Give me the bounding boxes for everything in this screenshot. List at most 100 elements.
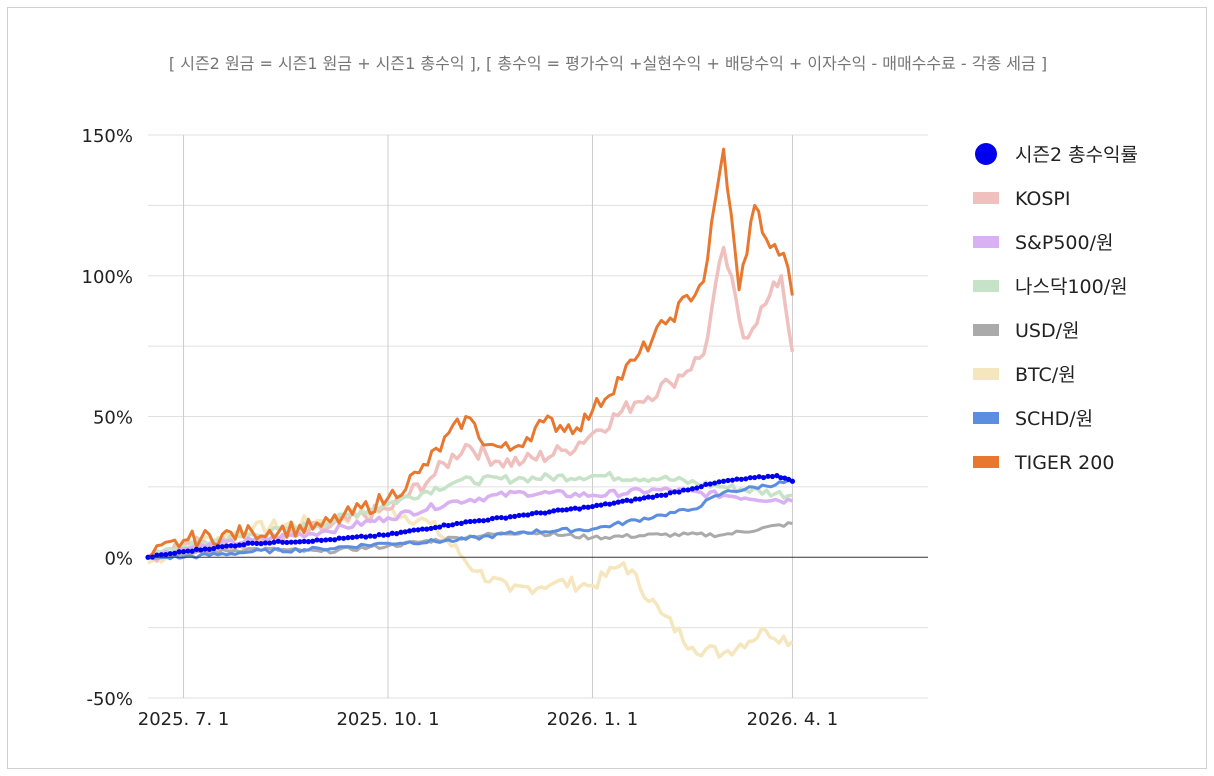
series-point-season2 [202, 546, 208, 552]
series-point-season2 [598, 502, 604, 508]
series-point-season2 [752, 474, 758, 481]
series-point-season2 [445, 522, 451, 529]
y-tick-label: 0% [104, 548, 133, 569]
series-point-season2 [738, 476, 744, 482]
series-point-season2 [654, 493, 660, 499]
series-point-season2 [485, 517, 491, 523]
series-point-season2 [163, 551, 169, 558]
series-point-season2 [332, 537, 338, 543]
series-point-season2 [428, 525, 434, 531]
series-point-season2 [576, 506, 583, 512]
legend-marker [973, 192, 999, 204]
series-point-season2 [180, 549, 187, 555]
series-point-season2 [645, 494, 652, 500]
series-point-season2 [249, 540, 256, 546]
series-point-season2 [658, 492, 664, 498]
series-point-season2 [327, 536, 333, 543]
x-tick-label: 2025. 10. 1 [336, 709, 439, 730]
series-point-season2 [372, 533, 378, 539]
series-point-season2 [275, 538, 281, 544]
legend-label: 시즌2 총수익률 [1015, 144, 1138, 166]
series-point-season2 [449, 522, 456, 528]
series-point-season2 [349, 534, 356, 540]
series-point-season2 [211, 545, 217, 552]
series-point-season2 [615, 499, 621, 505]
series-point-season2 [398, 529, 404, 535]
series-point-season2 [254, 540, 260, 546]
series-point-season2 [685, 487, 691, 493]
series-point-season2 [193, 546, 200, 552]
series-point-season2 [310, 538, 316, 544]
x-tick-label: 2025. 7. 1 [138, 709, 230, 730]
series-point-season2 [318, 537, 324, 543]
series-line-btc [147, 504, 794, 659]
series-point-season2 [546, 509, 552, 515]
series-point-season2 [358, 533, 364, 539]
series-point-season2 [594, 502, 600, 508]
series-point-season2 [415, 527, 421, 533]
legend-label: BTC/원 [1015, 364, 1076, 386]
series-point-season2 [354, 534, 360, 540]
series-point-season2 [432, 524, 438, 531]
chart-title: [ 시즌2 원금 = 시즌1 원금 + 시즌1 총수익 ], [ 총수익 = 평… [168, 54, 1048, 73]
series-point-season2 [533, 510, 540, 516]
series-point-season2 [568, 506, 574, 512]
y-tick-label: -50% [86, 689, 133, 710]
series-point-season2 [720, 478, 727, 484]
series-point-season2 [198, 547, 204, 553]
series-point-season2 [619, 498, 626, 504]
series-point-season2 [340, 535, 347, 541]
series-point-season2 [551, 508, 557, 514]
series-point-season2 [176, 549, 182, 555]
series-point-season2 [778, 475, 784, 481]
series-point-season2 [215, 544, 221, 550]
series-point-season2 [385, 532, 391, 538]
series-point-season2 [650, 494, 656, 500]
series-point-season2 [467, 518, 473, 525]
legend-label: 나스닥100/원 [1015, 276, 1128, 298]
series-point-season2 [458, 520, 464, 527]
series-point-season2 [729, 477, 736, 483]
series-point-season2 [602, 501, 608, 507]
series-point-season2 [292, 539, 299, 545]
series-point-season2 [380, 532, 387, 538]
series-point-season2 [363, 534, 369, 540]
series-point-season2 [258, 541, 264, 547]
series-point-season2 [585, 504, 591, 510]
series-point-season2 [323, 537, 329, 543]
series-point-season2 [394, 531, 400, 537]
series-point-season2 [628, 498, 634, 504]
series-point-season2 [345, 535, 351, 541]
y-tick-label: 100% [82, 267, 133, 288]
series-point-season2 [419, 526, 426, 532]
series-point-season2 [279, 539, 286, 545]
series-point-season2 [703, 481, 709, 488]
legend-marker [973, 412, 999, 424]
legend-marker [973, 324, 999, 336]
series-point-season2 [538, 510, 544, 516]
series-point-season2 [512, 513, 518, 519]
series-point-season2 [185, 548, 191, 554]
series-point-season2 [402, 529, 408, 535]
series-point-season2 [564, 507, 570, 513]
series-point-season2 [712, 480, 718, 486]
series-point-season2 [494, 515, 500, 521]
series-point-season2 [507, 514, 513, 520]
series-point-season2 [463, 519, 469, 525]
legend-marker [973, 368, 999, 380]
series-point-season2 [774, 473, 780, 479]
series-point-season2 [589, 503, 596, 510]
series-point-season2 [206, 546, 212, 552]
legend-label: SCHD/원 [1015, 408, 1093, 430]
series-point-season2 [167, 551, 173, 557]
series-point-season2 [489, 515, 496, 522]
series-point-season2 [236, 542, 243, 548]
series-point-season2 [406, 528, 413, 534]
series-line-kospi [147, 245, 795, 563]
series-point-season2 [498, 514, 504, 521]
series-point-season2 [667, 490, 673, 496]
series-point-season2 [716, 479, 722, 485]
series-point-season2 [769, 473, 776, 480]
series-point-season2 [672, 489, 678, 495]
series-point-season2 [637, 496, 643, 502]
